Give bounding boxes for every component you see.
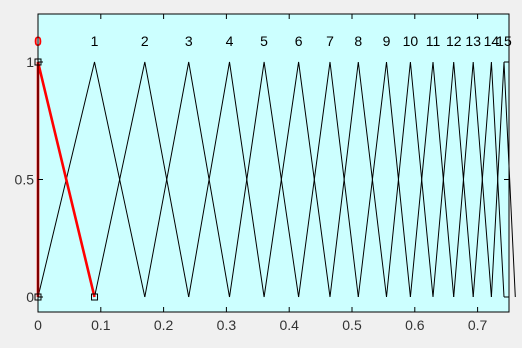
x-tick-label: 0.2 [154,317,174,333]
mf-label-7: 7 [326,33,334,49]
mf-label-4: 4 [226,33,234,49]
y-tick-label: 0 [26,289,34,305]
y-tick-label: 1 [26,54,34,70]
mf-label-8: 8 [354,33,362,49]
mf-curve-9 [357,61,411,298]
mf-label-5: 5 [260,33,268,49]
x-tick-label: 0 [34,317,42,333]
mf-label-13: 13 [465,33,481,49]
mf-curve-2 [94,61,190,298]
mf-curve-5 [229,61,300,298]
mf-curve-7 [298,61,359,298]
mf-curve-12 [432,61,474,298]
y-tick-label: 0.5 [15,172,35,188]
mf-label-2: 2 [141,33,149,49]
x-tick-label: 0.1 [91,317,111,333]
mf-curve-13 [453,61,492,298]
mf-curve-4 [188,61,265,298]
mf-label-9: 9 [383,33,391,49]
mf-curve-3 [144,61,230,298]
mf-curve-6 [263,61,331,298]
x-tick-label: 0.3 [217,317,237,333]
x-tick-label: 0.4 [279,317,299,333]
mf-curve-8 [329,61,387,298]
mf-curve-11 [409,61,455,298]
selected-vertex-handle [91,293,99,301]
mf-label-6: 6 [295,33,303,49]
mf-curve-1 [37,61,146,298]
mf-label-12: 12 [446,33,462,49]
plot-frame [37,13,510,313]
plot-area [38,14,509,312]
mf-label-3: 3 [185,33,193,49]
mf-label-15: 15 [496,33,512,49]
mf-label-11: 11 [426,33,441,49]
mf-curve-10 [386,61,434,298]
mf-curve-14 [472,61,505,298]
mf-label-1: 1 [91,33,99,49]
mf-label-14: 14 [484,33,500,49]
mf-label-10: 10 [403,33,419,49]
x-tick-label: 0.5 [342,317,362,333]
x-tick-label: 0.6 [405,317,425,333]
x-tick-label: 0.7 [468,317,488,333]
